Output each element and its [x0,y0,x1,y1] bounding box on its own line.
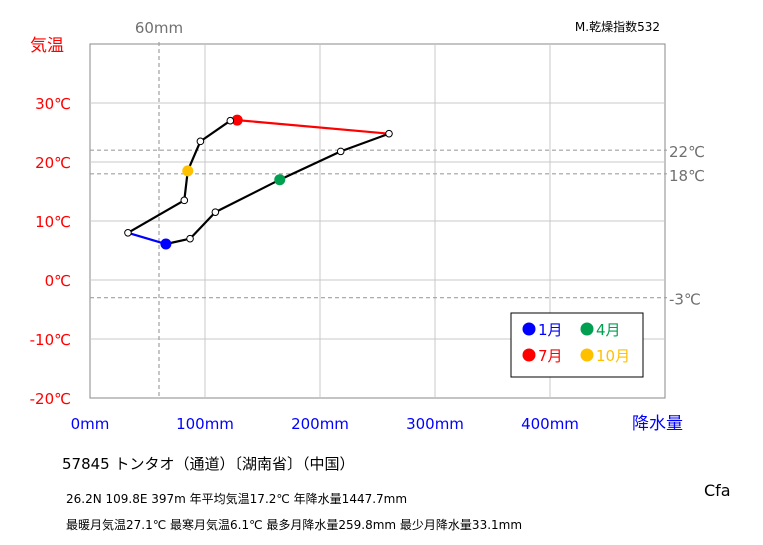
y-tick-label: -20℃ [30,390,71,408]
month-point-10 [182,165,194,177]
station-stats-line1: 26.2N 109.8E 397m 年平均気温17.2℃ 年降水量1447.7m… [66,492,408,506]
month-point-8 [226,116,235,125]
month-point-2 [186,234,194,243]
legend-box [510,312,644,378]
y-tick-label: 30℃ [35,95,71,113]
station-title: 57845 トンタオ（通道）〔湖南省〕（中国） [62,455,355,473]
y-tick-label: 10℃ [35,213,71,231]
legend-label-7: 7月 [538,347,563,365]
month-point-1 [160,238,172,250]
x-tick-label: 100mm [176,415,234,433]
reference-label-temp: 22℃ [669,143,705,161]
legend-label-4: 4月 [596,321,621,339]
x-axis-title: 降水量 [632,414,683,434]
month-point-9 [196,137,205,146]
climate-classification: Cfa [704,481,731,500]
month-point-3 [211,208,220,216]
y-tick-label: -10℃ [30,331,71,349]
monthly-path-segment [126,231,167,246]
y-tick-label: 0℃ [45,272,71,290]
monthly-path-segment [236,119,391,135]
legend-marker-10 [580,348,594,362]
reference-label-temp: -3℃ [669,291,701,309]
monthly-path-segment [188,211,217,240]
month-point-12 [124,229,132,237]
x-tick-label: 400mm [521,415,579,433]
month-point-7 [231,114,243,126]
monthly-path-segment [214,178,281,214]
reference-label-temp: 18℃ [669,167,705,185]
monthly-path-segment [199,119,232,143]
aridity-index: M.乾燥指数532 [575,19,660,34]
month-point-11 [180,196,189,205]
legend-marker-1 [522,322,536,336]
reference-label-precip: 60mm [135,19,183,37]
y-axis-title: 気温 [30,36,64,56]
x-tick-label: 0mm [71,415,110,433]
x-tick-label: 200mm [291,415,349,433]
legend-marker-7 [522,348,536,362]
x-tick-label: 300mm [406,415,464,433]
monthly-path-segment [278,150,342,181]
monthly-path-segment [339,132,391,153]
y-tick-label: 20℃ [35,154,71,172]
legend-label-10: 10月 [596,347,630,365]
month-point-5 [336,147,345,156]
station-stats-line2: 最暖月気温27.1℃ 最寒月気温6.1℃ 最多月降水量259.8mm 最少月降水… [66,518,523,532]
hythergraph-chart: 22℃ 18℃ -3℃ 60mm -20℃ -10℃ 0℃ 10℃ 20℃ 30℃ 0mm 100mm… [30,19,705,434]
month-point-6 [385,129,393,138]
month-point-4 [274,174,286,186]
monthly-path-segment [126,199,186,234]
legend-marker-4 [580,322,594,336]
legend-label-1: 1月 [538,321,563,339]
